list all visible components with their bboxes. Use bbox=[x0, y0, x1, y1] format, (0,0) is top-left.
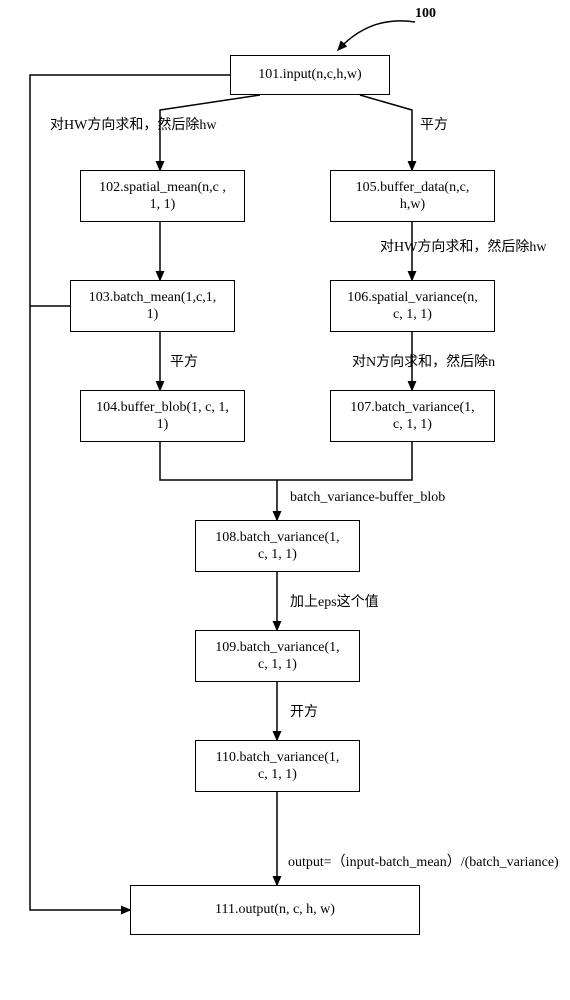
node-label: 107.batch_variance(1, c, 1, 1) bbox=[350, 399, 474, 434]
edge-label-110-111: output=（input-batch_mean）/(batch_varianc… bbox=[288, 855, 559, 872]
edge-label-109-110: 开方 bbox=[290, 705, 318, 722]
node-111-output: 111.output(n, c, h, w) bbox=[130, 885, 420, 935]
edge-label-108-109: 加上eps这个值 bbox=[290, 595, 379, 612]
node-label: 105.buffer_data(n,c, h,w) bbox=[356, 179, 470, 214]
edge-label-105-106: 对HW方向求和，然后除hw bbox=[380, 240, 546, 257]
node-label: 109.batch_variance(1, c, 1, 1) bbox=[215, 639, 339, 674]
node-106-spatial-variance: 106.spatial_variance(n, c, 1, 1) bbox=[330, 280, 495, 332]
edge-label-101-105: 平方 bbox=[420, 118, 448, 135]
node-105-buffer-data: 105.buffer_data(n,c, h,w) bbox=[330, 170, 495, 222]
node-label: 103.batch_mean(1,c,1, 1) bbox=[89, 289, 217, 324]
edge-label-106-107: 对N方向求和，然后除n bbox=[352, 355, 495, 372]
node-102-spatial-mean: 102.spatial_mean(n,c , 1, 1) bbox=[80, 170, 245, 222]
node-label: 101.input(n,c,h,w) bbox=[258, 66, 361, 84]
figure-id: 100 bbox=[415, 6, 436, 23]
node-label: 104.buffer_blob(1, c, 1, 1) bbox=[96, 399, 229, 434]
node-110-batch-variance: 110.batch_variance(1, c, 1, 1) bbox=[195, 740, 360, 792]
node-101-input: 101.input(n,c,h,w) bbox=[230, 55, 390, 95]
node-103-batch-mean: 103.batch_mean(1,c,1, 1) bbox=[70, 280, 235, 332]
node-label: 111.output(n, c, h, w) bbox=[215, 901, 335, 919]
node-108-batch-variance: 108.batch_variance(1, c, 1, 1) bbox=[195, 520, 360, 572]
node-label: 110.batch_variance(1, c, 1, 1) bbox=[216, 749, 340, 784]
edge-label-merge-108: batch_variance-buffer_blob bbox=[290, 490, 445, 507]
node-107-batch-variance: 107.batch_variance(1, c, 1, 1) bbox=[330, 390, 495, 442]
node-label: 106.spatial_variance(n, c, 1, 1) bbox=[347, 289, 478, 324]
edge-label-101-102: 对HW方向求和，然后除hw bbox=[50, 118, 216, 135]
node-label: 102.spatial_mean(n,c , 1, 1) bbox=[99, 179, 226, 214]
node-109-batch-variance: 109.batch_variance(1, c, 1, 1) bbox=[195, 630, 360, 682]
edge-label-103-104: 平方 bbox=[170, 355, 198, 372]
node-104-buffer-blob: 104.buffer_blob(1, c, 1, 1) bbox=[80, 390, 245, 442]
arrows-svg bbox=[0, 0, 570, 1000]
node-label: 108.batch_variance(1, c, 1, 1) bbox=[215, 529, 339, 564]
flowchart-canvas: 100 bbox=[0, 0, 570, 1000]
